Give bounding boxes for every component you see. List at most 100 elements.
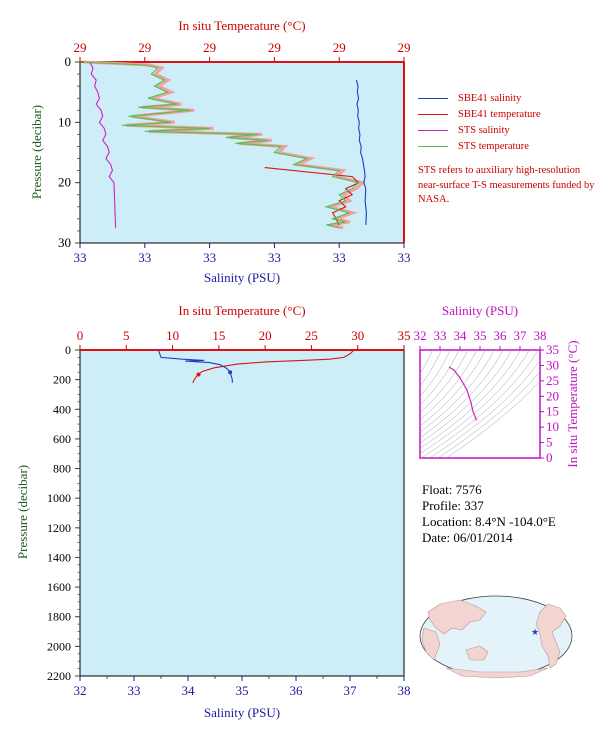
ts-salinity-tick-label: 34 [454, 328, 468, 343]
profile-date: Date: 06/01/2014 [422, 530, 513, 545]
series-sbe41-temperature [264, 167, 360, 226]
density-contour [420, 350, 504, 438]
series-sts-salinity [89, 61, 117, 228]
bottom-salinity-tick-label: 34 [182, 683, 196, 698]
density-contour [420, 350, 513, 444]
top-plot-area [79, 61, 405, 244]
ts-temperature-tick-label: 35 [546, 342, 559, 357]
top-salinity-tick-label: 33 [398, 250, 411, 265]
world-map: ★ [419, 595, 573, 679]
ts-salinity-tick-label: 37 [514, 328, 528, 343]
bottom-temperature-tick-label: 10 [166, 328, 179, 343]
ts-salinity-tick-label: 38 [534, 328, 547, 343]
bottom-temperature-tick-label: 0 [77, 328, 84, 343]
bottom-pressure-tick-label: 0 [65, 343, 71, 357]
ts-temperature-tick-label: 15 [546, 404, 559, 419]
legend-item-sts-salinity: STS salinity [418, 122, 541, 138]
bottom-pressure-tick-label: 2000 [47, 639, 71, 653]
map-australia [465, 645, 489, 661]
bottom-series-temperature [192, 350, 354, 384]
bottom-series-marker [196, 372, 201, 377]
bottom-temperature-tick-label: 5 [123, 328, 130, 343]
bottom-series-group [157, 349, 354, 384]
ts-salinity-tick-label: 35 [474, 328, 487, 343]
bottom-series-salinity [157, 349, 233, 383]
top-pressure-tick-label: 10 [58, 114, 71, 129]
map-africa [421, 627, 441, 661]
top-temperature-tick-label: 29 [398, 40, 411, 55]
legend-item-sbe41-salinity: SBE41 salinity [418, 90, 541, 106]
density-contour [420, 350, 433, 375]
bottom-pressure-tick-label: 1600 [47, 580, 71, 594]
bottom-temperature-tick-label: 30 [351, 328, 364, 343]
profile-number: Profile: 337 [422, 498, 484, 513]
bottom-pressure-tick-label: 2200 [47, 669, 71, 683]
ts-temperature-tick-label: 25 [546, 373, 559, 388]
bottom-temperature-tick-label: 35 [398, 328, 411, 343]
legend-item-sts-temperature: STS temperature [418, 138, 541, 154]
density-contour [437, 370, 540, 458]
top-series-group [79, 60, 367, 230]
ts-density-contours [420, 350, 540, 458]
bottom-temperature-axis-label: In situ Temperature (°C) [178, 303, 305, 318]
map-antarctica [445, 667, 549, 679]
bottom-profile-panel: 32 33 34 35 36 37 38 0 5 10 15 20 25 30 35 0 200 400 600 80… [15, 303, 411, 720]
top-salinity-tick-label: 33 [333, 250, 346, 265]
top-legend: SBE41 salinity SBE41 temperature STS sal… [418, 90, 541, 154]
density-contour [420, 350, 521, 449]
top-temperature-axis-label: In situ Temperature (°C) [178, 18, 305, 33]
density-contour [420, 350, 486, 427]
bottom-salinity-tick-label: 38 [398, 683, 411, 698]
bottom-plot-area [79, 349, 405, 677]
top-salinity-tick-label: 33 [74, 250, 87, 265]
top-salinity-tick-label: 33 [203, 250, 216, 265]
ts-series-group [448, 366, 477, 421]
float-info: Float: 7576 Profile: 337 Location: 8.4°N… [422, 482, 556, 546]
sts-note: STS refers to auxiliary high-resolution … [418, 165, 595, 205]
ts-series-line [448, 366, 477, 421]
top-pressure-axis-label: Pressure (decibar) [29, 105, 44, 199]
bottom-pressure-tick-label: 1800 [47, 610, 71, 624]
top-temperature-tick-label: 29 [333, 40, 346, 55]
density-contour [420, 350, 442, 387]
density-contour [420, 350, 477, 421]
bottom-salinity-tick-label: 37 [344, 683, 358, 698]
top-salinity-tick-label: 33 [268, 250, 281, 265]
bottom-pressure-tick-label: 600 [53, 432, 71, 446]
top-temperature-tick-label: 29 [138, 40, 151, 55]
bottom-salinity-tick-label: 33 [128, 683, 141, 698]
bottom-series-marker [228, 370, 233, 375]
ts-temperature-tick-label: 10 [546, 419, 559, 434]
ts-temperature-tick-label: 20 [546, 388, 559, 403]
float-id: Float: 7576 [422, 482, 482, 497]
bottom-pressure-tick-label: 400 [53, 402, 71, 416]
bottom-pressure-tick-label: 200 [53, 373, 71, 387]
density-contour [420, 350, 539, 458]
bottom-temperature-tick-label: 25 [305, 328, 318, 343]
bottom-pressure-tick-label: 1000 [47, 491, 71, 505]
bottom-pressure-tick-label: 1200 [47, 521, 71, 535]
ts-temperature-tick-label: 0 [546, 450, 553, 465]
float-location-marker: ★ [531, 627, 539, 637]
top-pressure-tick-label: 30 [58, 235, 71, 250]
density-contour [420, 350, 451, 397]
density-contour [445, 380, 540, 458]
ts-temperature-tick-label: 5 [546, 435, 553, 450]
bottom-salinity-axis-label: Salinity (PSU) [204, 705, 280, 720]
top-temperature-tick-label: 29 [74, 40, 87, 55]
density-contour [429, 359, 540, 458]
bottom-salinity-tick-label: 35 [236, 683, 249, 698]
density-contour [420, 350, 469, 414]
ts-salinity-tick-label: 32 [414, 328, 427, 343]
series-sbe41-salinity [355, 79, 367, 225]
density-contour [420, 350, 530, 454]
bottom-temperature-tick-label: 20 [259, 328, 272, 343]
ts-salinity-axis-label: Salinity (PSU) [442, 303, 518, 318]
map-eurasia [427, 599, 487, 635]
float-location: Location: 8.4°N -104.0°E [422, 514, 556, 529]
density-contour [420, 350, 495, 433]
top-pressure-tick-label: 0 [65, 54, 72, 69]
